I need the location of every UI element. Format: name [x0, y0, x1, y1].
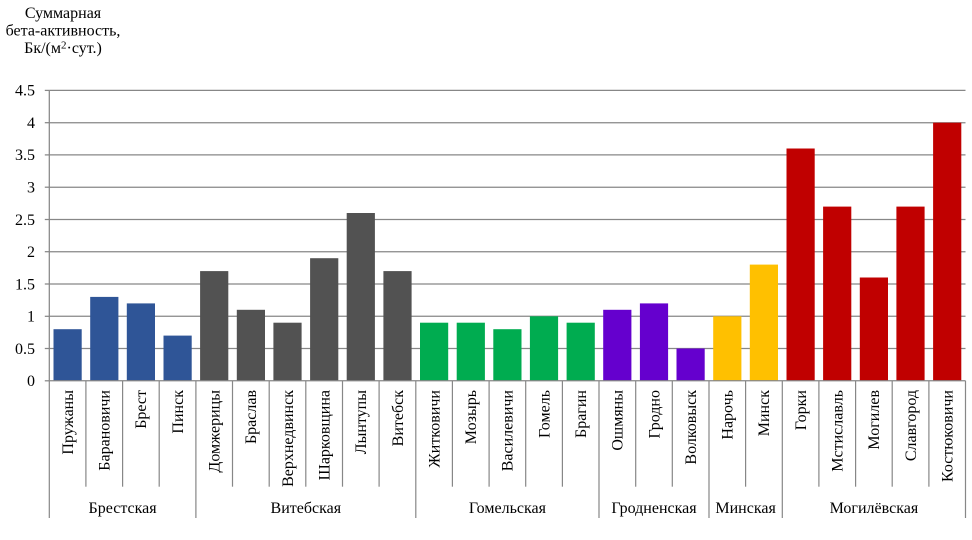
svg-text:Браслав: Браслав — [243, 390, 260, 444]
svg-text:Брестская: Брестская — [89, 500, 158, 517]
svg-text:Гродненская: Гродненская — [611, 500, 697, 517]
svg-text:Шарковщина: Шарковщина — [317, 390, 334, 480]
svg-text:1: 1 — [27, 309, 35, 326]
svg-text:Минск: Минск — [756, 390, 773, 436]
svg-text:Брест: Брест — [133, 390, 150, 429]
svg-text:2.5: 2.5 — [15, 212, 35, 229]
svg-text:Минская: Минская — [715, 500, 776, 517]
svg-text:2: 2 — [27, 244, 35, 261]
svg-text:Барановичи: Барановичи — [97, 390, 114, 471]
svg-text:Бк/(м2·сут.): Бк/(м2·сут.) — [24, 40, 102, 58]
svg-text:Могилев: Могилев — [866, 390, 883, 450]
svg-text:Житковичи: Житковичи — [426, 390, 443, 468]
svg-text:Василевичи: Василевичи — [500, 390, 517, 472]
svg-text:Горки: Горки — [793, 390, 810, 431]
svg-text:Витебская: Витебская — [271, 500, 342, 517]
svg-text:Пинск: Пинск — [170, 390, 187, 434]
svg-text:Могилёвская: Могилёвская — [830, 500, 919, 517]
svg-text:Брагин: Брагин — [573, 390, 590, 438]
svg-text:1.5: 1.5 — [15, 276, 35, 293]
svg-text:Верхнедвинск: Верхнедвинск — [280, 390, 297, 487]
svg-text:Мозырь: Мозырь — [463, 390, 480, 444]
svg-text:Лынтупы: Лынтупы — [353, 390, 370, 455]
svg-text:Мстиславль: Мстиславль — [830, 390, 847, 472]
svg-text:Гомель: Гомель — [536, 390, 553, 438]
svg-text:Славгород: Славгород — [903, 390, 920, 461]
svg-text:Нарочь: Нарочь — [720, 390, 737, 440]
svg-text:3.5: 3.5 — [15, 147, 35, 164]
svg-text:0: 0 — [27, 373, 35, 390]
svg-text:Гомельская: Гомельская — [469, 500, 547, 517]
svg-text:Ошмяны: Ошмяны — [610, 390, 627, 451]
svg-text:Костюковичи: Костюковичи — [940, 390, 957, 482]
svg-text:4.5: 4.5 — [15, 83, 35, 100]
svg-text:Пружаны: Пружаны — [60, 390, 77, 455]
svg-text:Волковыск: Волковыск — [683, 390, 700, 465]
svg-text:Суммарная: Суммарная — [25, 5, 102, 22]
svg-text:4: 4 — [27, 115, 35, 132]
svg-text:0.5: 0.5 — [15, 341, 35, 358]
svg-text:Витебск: Витебск — [390, 390, 407, 447]
svg-text:3: 3 — [27, 180, 35, 197]
svg-text:Домжерицы: Домжерицы — [207, 390, 224, 473]
svg-text:бета-активность,: бета-активность, — [6, 23, 121, 40]
svg-text:Гродно: Гродно — [646, 390, 663, 438]
